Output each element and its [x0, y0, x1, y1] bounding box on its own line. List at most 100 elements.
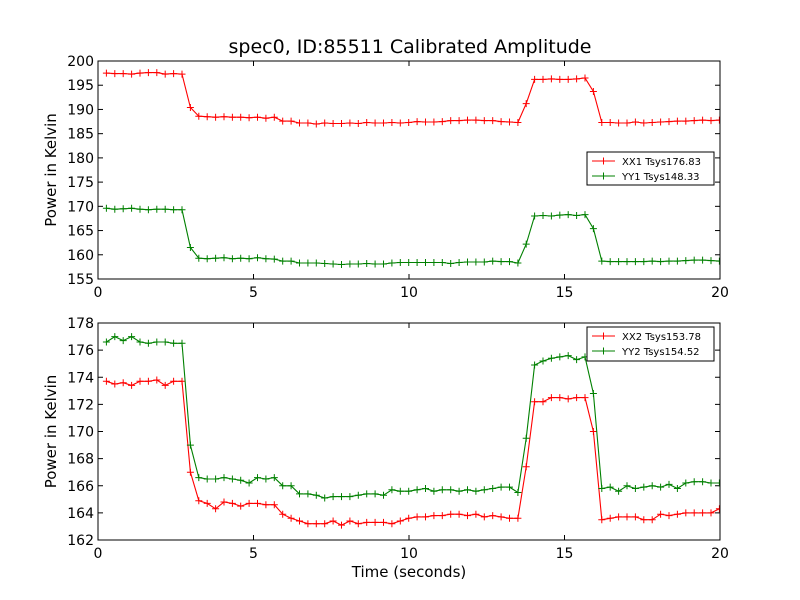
data-point	[514, 119, 522, 126]
data-point	[556, 75, 564, 83]
data-point	[640, 483, 648, 491]
data-point	[623, 513, 631, 521]
data-point	[396, 119, 404, 127]
data-point	[455, 510, 463, 518]
data-point	[262, 475, 270, 483]
data-point	[422, 485, 429, 492]
data-point	[111, 380, 119, 388]
data-point	[648, 257, 656, 265]
legend-label: XX2 Tsys153.78	[622, 332, 701, 343]
data-point	[287, 514, 295, 522]
data-point	[430, 259, 438, 266]
y-axis-label: Power in Kelvin	[42, 375, 60, 489]
data-point	[682, 479, 690, 487]
data-point	[480, 513, 488, 521]
data-point	[161, 381, 169, 389]
data-point	[287, 257, 295, 265]
data-point	[321, 260, 329, 267]
data-point	[472, 510, 480, 518]
axes-frame	[97, 60, 721, 280]
data-point	[254, 113, 261, 121]
y-tick-label: 168	[67, 452, 94, 468]
data-point	[707, 257, 715, 265]
data-point	[455, 117, 463, 125]
data-point	[279, 510, 287, 518]
y-tick-label: 170	[67, 199, 94, 215]
y-tick-label: 178	[67, 316, 94, 332]
data-point	[547, 212, 555, 220]
bottom-panel: 0 5 10 15 20 162 164 166 168 170 172 174 176 178 Power…	[42, 316, 729, 581]
data-point	[413, 513, 421, 521]
data-point	[329, 493, 337, 501]
y-tick-label: 175	[67, 175, 94, 191]
data-point	[220, 254, 228, 262]
data-point	[396, 259, 404, 266]
legend-marker	[600, 332, 607, 340]
data-point	[405, 119, 413, 126]
data-point	[489, 257, 497, 265]
data-point	[371, 119, 379, 127]
data-point	[346, 493, 354, 501]
data-point	[589, 225, 597, 233]
data-point	[547, 394, 555, 402]
data-point	[422, 513, 429, 521]
data-point	[455, 487, 463, 495]
data-point	[657, 510, 665, 518]
data-point	[119, 205, 127, 213]
data-point	[203, 113, 211, 121]
data-point	[388, 259, 396, 267]
data-point	[270, 113, 278, 121]
data-point	[690, 256, 698, 264]
data-point	[186, 441, 194, 449]
y-tick-label: 190	[67, 102, 94, 118]
data-point	[573, 75, 581, 83]
data-point	[354, 260, 362, 268]
y-tick-label: 160	[67, 248, 94, 264]
data-point	[464, 512, 471, 520]
data-point	[363, 119, 371, 126]
data-point	[279, 117, 287, 125]
data-point	[648, 482, 656, 490]
data-point	[430, 118, 438, 126]
data-point	[715, 257, 720, 265]
y-tick-label: 155	[67, 272, 94, 288]
data-point	[153, 205, 161, 213]
data-point	[472, 116, 480, 124]
data-point	[615, 487, 623, 495]
data-point	[195, 474, 203, 482]
data-point	[623, 258, 631, 266]
data-point	[279, 257, 287, 265]
data-point	[321, 494, 329, 502]
data-point	[682, 509, 690, 517]
data-point	[598, 516, 606, 524]
data-point	[363, 518, 371, 526]
data-point	[254, 474, 261, 482]
data-point	[312, 491, 320, 499]
data-point	[296, 517, 303, 525]
data-point	[531, 75, 539, 83]
data-point	[489, 485, 497, 492]
data-point	[262, 255, 270, 263]
data-point	[195, 112, 203, 120]
data-point	[312, 520, 320, 528]
data-point	[573, 356, 581, 364]
data-point	[405, 514, 413, 522]
data-point	[102, 204, 110, 212]
data-point	[228, 475, 236, 483]
data-point	[522, 434, 530, 442]
data-point	[648, 516, 656, 524]
data-point	[111, 333, 119, 341]
data-point	[312, 259, 320, 267]
legend-marker	[600, 347, 607, 355]
data-point	[254, 254, 261, 262]
data-point	[615, 258, 623, 266]
data-point	[346, 517, 354, 525]
legend-box	[586, 151, 715, 186]
data-point	[547, 75, 555, 83]
data-point	[489, 117, 497, 125]
data-point	[153, 376, 161, 384]
data-point	[715, 479, 720, 487]
data-point	[464, 258, 471, 266]
data-point	[363, 490, 371, 498]
